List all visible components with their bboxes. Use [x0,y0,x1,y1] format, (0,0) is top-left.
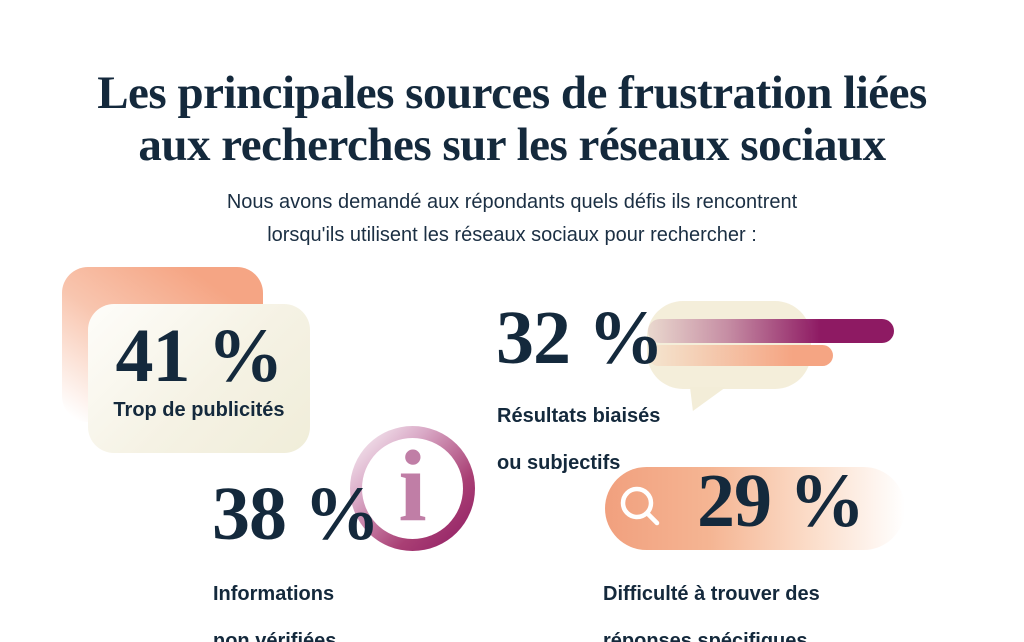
stat-biased-value: 32 % [496,296,664,380]
chat-bar-magenta-icon [648,319,894,343]
chat-bar-salmon-icon [648,345,833,366]
page-title: Les principales sources de frustration l… [0,67,1024,171]
info-circle-hole [362,438,463,539]
stat-specific-label: Difficulté à trouver des réponses spécif… [603,559,820,642]
stat-unverified-label-line-1: Informations [213,582,335,605]
page-title-line-2: aux recherches sur les réseaux sociaux [138,119,886,172]
stat-biased-label-line-2: ou subjectifs [497,451,621,474]
stat-specific-label-line-2: réponses spécifiques [603,629,808,642]
speech-bubble-tail-icon [690,387,726,411]
page-subtitle-line-1: Nous avons demandé aux répondants quels … [226,191,798,213]
search-icon [620,486,660,526]
page-title-line-1: Les principales sources de frustration l… [97,67,927,120]
stat-ads-label: Trop de publicités [113,399,285,421]
stat-biased-label-line-1: Résultats biaisés [497,404,661,427]
stat-unverified-label-line-2: non vérifiées [213,629,337,642]
page-subtitle-line-2: lorsqu'ils utilisent les réseaux sociaux… [267,224,757,246]
stat-specific-label-line-1: Difficulté à trouver des [603,582,820,605]
info-circle-icon [350,426,475,551]
search-pill-icon [605,467,905,550]
stat-card [88,304,310,453]
stat-ads-value: 41 % [115,314,284,398]
page-subtitle: Nous avons demandé aux répondants quels … [0,186,1024,252]
stat-specific-value: 29 % [697,459,865,543]
stat-biased-label: Résultats biaisés ou subjectifs [497,381,660,475]
stat-unverified-label: Informations non vérifiées [213,559,336,642]
info-i-glyph: i [398,430,427,543]
stat-unverified-value: 38 % [212,472,380,556]
